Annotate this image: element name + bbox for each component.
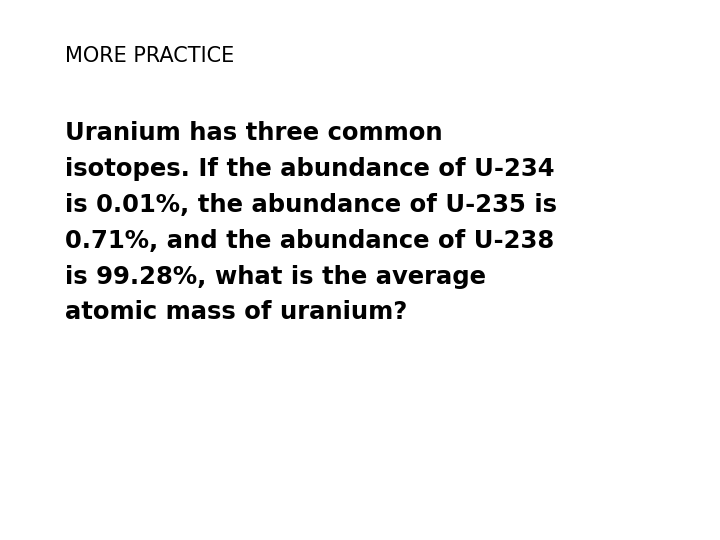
Text: Uranium has three common
isotopes. If the abundance of U-234
is 0.01%, the abund: Uranium has three common isotopes. If th… [65,122,557,325]
Text: MORE PRACTICE: MORE PRACTICE [65,46,234,66]
